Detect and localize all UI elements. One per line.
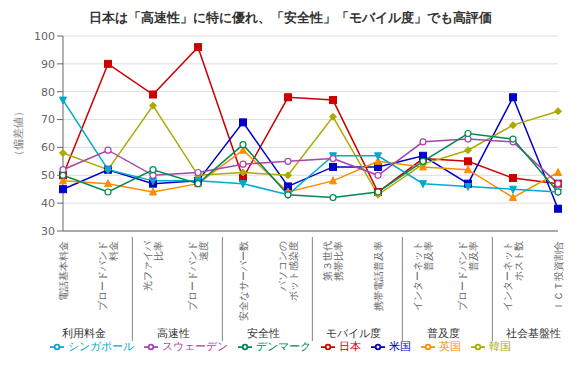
svg-text:第３世代携帯比率: 第３世代携帯比率 [322,241,344,281]
svg-text:ブロードバンド普及率: ブロードバンド普及率 [457,241,479,311]
html-text:デンマーク: デンマーク [256,340,311,353]
html-text:韓国: 韓国 [489,340,511,353]
html-text:英国: 英国 [439,340,461,353]
svg-text:利用料金: 利用料金 [62,327,106,340]
svg-text:インターネットホスト数: インターネットホスト数 [502,241,524,311]
html-text:日本は「高速性」に特に優れ、「安全性」「モバイル度」でも高評: 日本は「高速性」に特に優れ、「安全性」「モバイル度」でも高評価 [89,10,492,25]
svg-text:70: 70 [41,113,55,126]
svg-text:高速性: 高速性 [157,327,190,340]
svg-text:60: 60 [41,141,55,154]
svg-text:ＩＣＴ投資割合: ＩＣＴ投資割合 [553,241,564,311]
svg-text:電話基本料金: 電話基本料金 [58,241,69,301]
svg-text:インターネット普及率: インターネット普及率 [412,241,434,311]
svg-text:80: 80 [41,86,55,99]
svg-text:社会基盤性: 社会基盤性 [506,327,561,340]
svg-text:（偏差値）: （偏差値） [12,106,25,161]
svg-text:50: 50 [41,169,55,182]
html-text:スウェーデン: スウェーデン [162,340,228,353]
svg-text:パソコンのボット感染度: パソコンのボット感染度 [277,241,299,301]
svg-text:ブロードバンド速度: ブロードバンド速度 [187,241,209,311]
html-text:シンガポール: シンガポール [68,340,134,353]
svg-text:安全なサーバー数: 安全なサーバー数 [238,241,249,321]
svg-text:40: 40 [41,197,55,210]
svg-text:モバイル度: モバイル度 [326,327,381,340]
svg-text:100: 100 [34,30,55,43]
svg-text:ブロードバンド料金: ブロードバンド料金 [97,241,119,311]
html-text:日本: 日本 [339,340,361,353]
svg-text:90: 90 [41,58,55,71]
svg-text:携帯電話普及率: 携帯電話普及率 [373,241,384,311]
svg-text:30: 30 [41,225,55,238]
svg-text:光ファイバ比率: 光ファイバ比率 [142,240,164,291]
svg-text:普及度: 普及度 [427,327,460,340]
svg-text:安全性: 安全性 [247,327,280,340]
html-text:米国: 米国 [389,340,411,353]
